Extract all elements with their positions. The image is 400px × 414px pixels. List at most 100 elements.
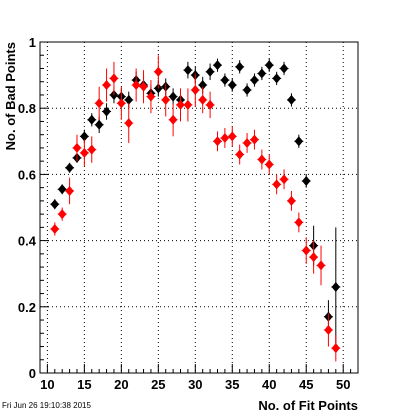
data-point [131,68,141,102]
data-point [331,227,341,347]
diamond-marker [309,252,318,263]
diamond-marker [294,136,304,147]
x-tick-label: 40 [262,377,276,392]
data-point [257,66,267,81]
diamond-marker [102,80,111,91]
data-point [294,134,304,148]
data-point [301,237,311,264]
data-point [264,58,274,72]
diamond-marker [220,75,230,86]
data-point [116,86,126,120]
x-tick-label: 15 [77,377,91,392]
y-tick-label: 0.2 [18,300,36,315]
diamond-marker [183,65,193,76]
data-point [264,154,274,175]
diamond-marker [205,66,215,77]
diamond-marker [235,149,244,160]
diamond-marker [124,118,133,129]
diamond-marker [57,184,67,195]
diamond-marker [316,260,326,271]
diamond-marker [265,60,274,71]
y-tick-label: 0.8 [18,101,36,116]
diamond-marker [213,136,222,147]
data-point [109,61,119,95]
diamond-marker [331,343,341,354]
data-point [220,128,230,148]
diamond-marker [294,217,304,228]
diamond-marker [228,131,237,142]
data-point [272,174,282,195]
data-point [323,313,333,347]
data-point [190,73,200,107]
data-point [279,61,289,76]
diamond-marker [154,66,163,77]
diamond-marker [257,68,267,79]
diamond-marker [228,80,237,91]
diamond-marker [279,174,289,185]
data-point [286,93,296,107]
diamond-marker [279,63,289,74]
x-tick-label: 10 [40,377,54,392]
y-axis-label: No. of Bad Points [3,42,18,150]
diamond-marker [80,131,89,142]
data-point [72,134,82,162]
x-tick-label: 50 [336,377,350,392]
diamond-marker [94,119,104,130]
data-point [87,136,97,163]
data-point [235,144,245,165]
diamond-marker [57,209,67,220]
series-layer [50,55,341,362]
data-point [257,149,267,170]
data-point [227,78,237,92]
data-point [168,88,178,105]
y-tick-label: 0.6 [18,167,36,182]
diamond-marker [50,199,60,210]
diamond-marker [94,98,104,109]
diamond-marker [220,132,230,143]
data-point [242,133,252,153]
data-point [153,55,163,89]
x-tick-label: 45 [299,377,313,392]
diamond-marker [242,137,252,148]
x-axis-label: No. of Fit Points [258,398,358,413]
diamond-marker [301,245,311,256]
diamond-marker [301,176,311,187]
diamond-marker [168,114,178,125]
data-point [161,83,171,117]
diamond-marker [324,324,333,335]
diamond-marker [65,185,74,196]
diamond-marker [161,94,170,105]
data-point [102,103,112,120]
diamond-marker [242,84,252,95]
diamond-marker [287,94,296,105]
y-tick-label: 1 [29,35,36,50]
diamond-marker [72,142,82,153]
data-point [249,129,259,150]
data-point [146,80,156,114]
data-point [102,68,112,102]
data-point [205,91,215,119]
data-point [294,212,304,233]
data-point [235,60,245,74]
diamond-marker [65,162,74,173]
data-point [316,245,326,286]
diamond-marker [87,114,97,125]
diamond-marker [272,73,281,84]
data-point [205,63,215,81]
diamond-marker [168,91,178,102]
x-tick-label: 35 [225,377,239,392]
diamond-marker [124,94,133,105]
diamond-marker [131,80,141,91]
timestamp: Fri Jun 26 19:10:38 2015 [2,401,92,410]
diamond-marker [250,75,259,86]
data-point [183,88,193,122]
data-point [286,190,296,211]
data-point [65,162,75,173]
data-point [50,222,60,236]
data-point [331,334,341,362]
diamond-marker [50,224,60,235]
data-point [50,199,60,210]
diamond-marker [198,80,207,91]
